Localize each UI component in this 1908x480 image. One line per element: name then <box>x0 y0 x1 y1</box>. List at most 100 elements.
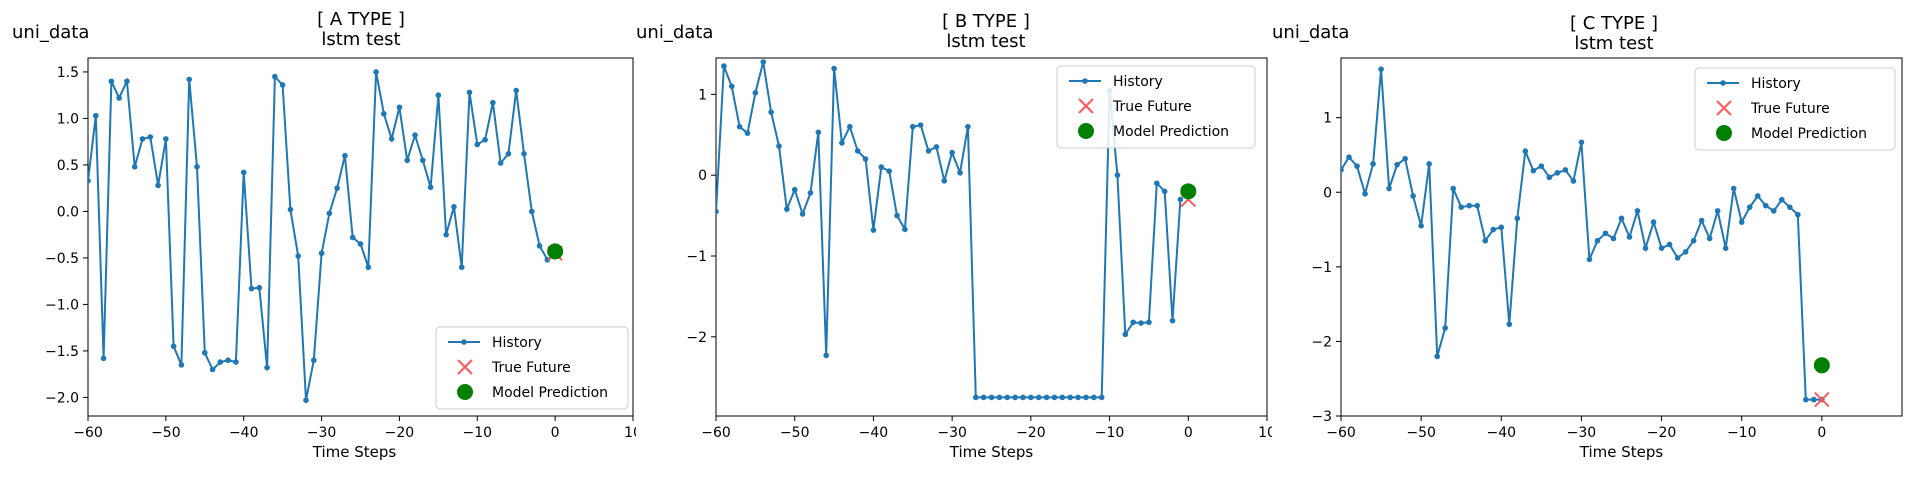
history-point <box>513 87 520 94</box>
history-point <box>870 227 877 233</box>
history-point <box>736 123 743 130</box>
history-point <box>1043 394 1050 401</box>
legend-label: History <box>1113 74 1163 90</box>
history-point <box>272 73 278 80</box>
history-point <box>791 186 798 193</box>
history-point <box>342 152 348 159</box>
history-point <box>1738 219 1745 225</box>
history-point <box>768 109 774 115</box>
history-point <box>396 104 403 111</box>
legend-prediction-swatch <box>457 384 473 400</box>
legend-true-future-swatch <box>457 359 473 375</box>
history-point <box>451 203 457 210</box>
history-point <box>194 163 200 170</box>
history-point <box>1506 321 1513 328</box>
history-point <box>1028 394 1034 401</box>
history-point <box>854 148 861 154</box>
x-axis-label: Time Steps <box>1579 443 1664 461</box>
plot-area <box>716 59 1184 401</box>
history-point <box>124 78 130 85</box>
history-point <box>536 243 543 249</box>
history-point <box>264 364 270 371</box>
chart-tag: [ A TYPE ] <box>317 9 405 30</box>
history-point <box>326 210 333 217</box>
history-point <box>1434 353 1440 360</box>
history-point <box>823 352 829 359</box>
x-tick-label: −40 <box>859 425 889 441</box>
history-point <box>784 206 790 212</box>
history-point <box>721 63 727 69</box>
history-point <box>1114 172 1121 178</box>
history-point <box>988 394 995 401</box>
legend-label: History <box>1751 76 1801 92</box>
x-tick-label: 10 <box>624 425 636 441</box>
history-point <box>201 349 208 356</box>
history-point <box>1642 245 1649 251</box>
history-point <box>349 234 356 241</box>
history-point <box>1690 237 1697 244</box>
history-point <box>116 95 122 101</box>
history-point <box>1418 223 1424 229</box>
history-point <box>1362 190 1368 197</box>
history-point <box>839 140 845 146</box>
x-tick-label: −60 <box>701 425 731 441</box>
model-prediction-marker <box>1180 183 1197 200</box>
history-point <box>1650 219 1657 225</box>
history-point <box>862 156 869 162</box>
x-tick-label: 10 <box>1258 425 1272 441</box>
history-point <box>1546 174 1553 181</box>
history-point <box>728 83 735 90</box>
x-tick-label: −10 <box>463 425 493 441</box>
y-tick-label: −0.5 <box>45 251 79 267</box>
history-point <box>1658 245 1665 251</box>
legend-history-dot <box>461 339 467 345</box>
history-point <box>458 264 465 271</box>
history-point <box>100 355 107 362</box>
history-point <box>996 394 1003 401</box>
plot-area <box>1341 66 1825 403</box>
history-point <box>412 132 418 138</box>
history-point <box>894 212 900 219</box>
history-point <box>1730 185 1737 192</box>
y-tick-label: −1.0 <box>45 297 79 313</box>
history-point <box>1138 320 1144 326</box>
history-point <box>831 65 837 72</box>
legend-label: True Future <box>491 360 571 376</box>
y-tick-label: 0 <box>1323 185 1332 201</box>
x-tick-label: −20 <box>1016 425 1046 441</box>
x-tick-label: −30 <box>1567 425 1597 441</box>
y-tick-label: −2 <box>1311 334 1332 350</box>
x-tick-label: −30 <box>937 425 967 441</box>
history-point <box>1787 204 1793 210</box>
history-point <box>1698 217 1705 224</box>
x-tick-label: −10 <box>1095 425 1125 441</box>
y-tick-label: 1.5 <box>57 65 79 81</box>
history-point <box>1466 202 1473 209</box>
history-point <box>92 112 99 119</box>
history-point <box>1474 202 1481 209</box>
history-point <box>1426 161 1432 167</box>
history-point <box>847 123 853 130</box>
history-point <box>303 397 309 403</box>
history-point <box>1522 148 1529 155</box>
history-point <box>1706 235 1713 242</box>
history-point <box>217 359 224 365</box>
x-tick-label: 0 <box>551 425 560 441</box>
history-point <box>752 89 759 96</box>
x-tick-label: 0 <box>1184 425 1193 441</box>
history-point <box>1012 394 1018 401</box>
panel-label: uni_data <box>12 22 90 43</box>
legend: History True Future Model Prediction <box>1694 67 1896 151</box>
y-tick-label: 0 <box>698 168 707 184</box>
history-point <box>760 59 767 65</box>
history-point <box>466 89 473 96</box>
history-point <box>295 253 302 259</box>
history-point <box>980 394 987 401</box>
history-point <box>1378 66 1384 72</box>
history-point <box>1004 394 1011 401</box>
history-point <box>88 177 91 184</box>
history-point <box>178 362 185 368</box>
history-point <box>1714 208 1721 214</box>
history-point <box>1674 255 1681 261</box>
chart-tag: [ C TYPE ] <box>1570 13 1658 34</box>
